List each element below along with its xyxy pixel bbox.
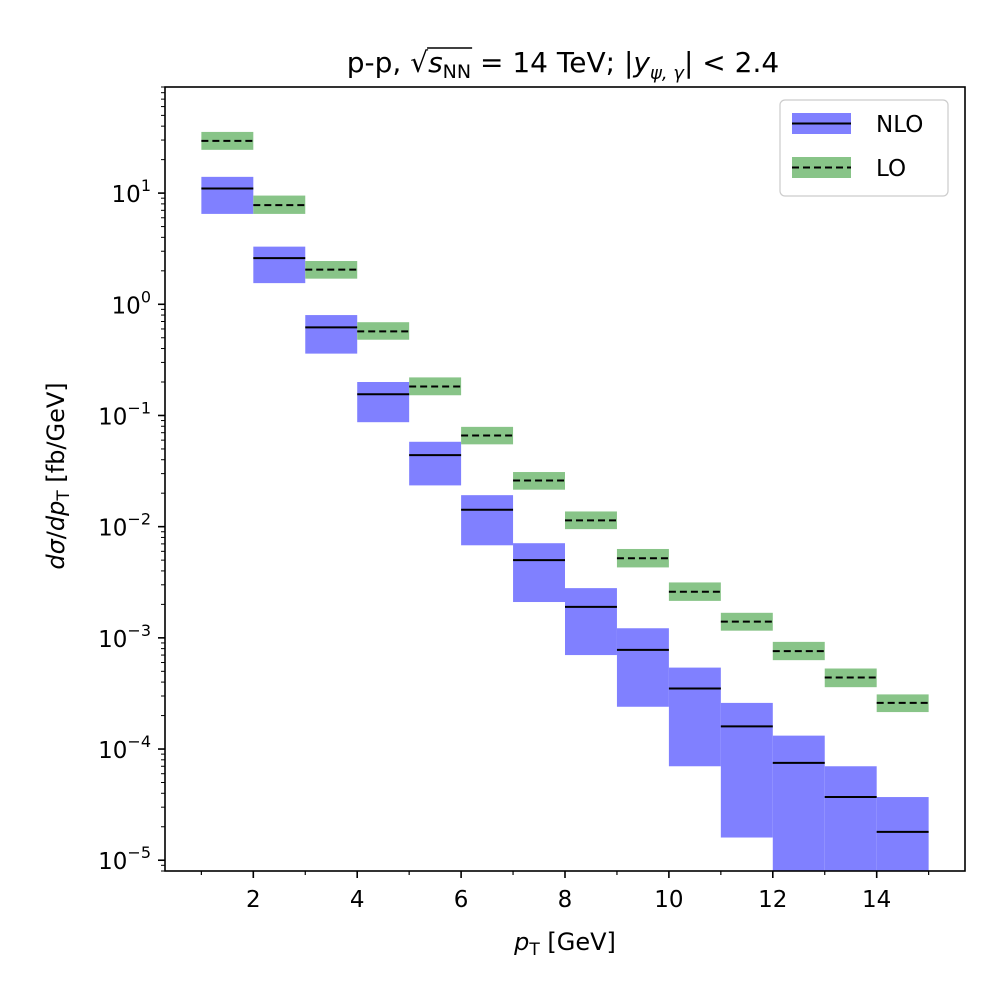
nlo-band-bin-13	[824, 766, 877, 871]
legend: NLO LO	[779, 99, 949, 197]
nlo-band-bin-6	[461, 495, 514, 546]
y-tick-label-1e-1: 10−1	[98, 398, 151, 430]
y-tick-label-1e-2: 10−2	[98, 510, 151, 542]
y-tick-label-1e0: 100	[112, 287, 151, 319]
nlo-band-bin-3	[305, 315, 358, 354]
sqrt-bar-anchor: s	[428, 46, 443, 79]
nlo-band-bin-10	[668, 667, 721, 767]
legend-nlo-label: NLO	[876, 112, 923, 138]
nlo-band-bin-8	[565, 588, 617, 656]
x-tick-label-6: 6	[454, 887, 469, 913]
legend-lo-patch	[792, 157, 851, 178]
sqrt-symbol: √	[410, 46, 428, 79]
nlo-band-bin-11	[720, 702, 773, 838]
x-tick-label-14: 14	[862, 887, 891, 913]
chart-title: p-p, √sNN = 14 TeV; |yψ, γ| < 2.4	[347, 46, 779, 84]
nlo-band-bin-4	[357, 382, 410, 423]
nlo-band-bin-1	[201, 176, 254, 214]
x-tick-label-12: 12	[758, 887, 787, 913]
y-tick-label-1e-5: 10−5	[98, 843, 151, 875]
y-tick-label-1e-3: 10−3	[98, 621, 151, 653]
x-tick-label-8: 8	[558, 887, 573, 913]
x-tick-label-2: 2	[246, 887, 261, 913]
bands-layer	[201, 131, 929, 871]
nlo-band-bin-9	[616, 628, 669, 707]
x-tick-label-10: 10	[654, 887, 683, 913]
nlo-band-bin-7	[513, 543, 565, 603]
nlo-band-bin-2	[253, 246, 306, 284]
nlo-band-bin-14	[876, 797, 929, 871]
legend-entry-lo: LO	[792, 156, 906, 182]
y-axis-title: dσ/dpT [fb/GeV]	[42, 382, 74, 569]
nlo-band-bin-12	[772, 735, 825, 871]
x-tick-label-4: 4	[350, 887, 365, 913]
nlo-band-bin-5	[409, 441, 462, 486]
ticks-layer: 2 4 6 8 10 12 14 101 100 10−1 10−2 10−3 10−4 10−5	[98, 86, 930, 913]
legend-lo-label: LO	[876, 156, 906, 182]
y-tick-label-1e1: 101	[112, 176, 151, 208]
central-lines-layer	[201, 139, 929, 833]
x-axis-title: pT [GeV]	[513, 928, 616, 960]
y-tick-label-1e-4: 10−4	[98, 732, 151, 764]
legend-entry-nlo: NLO	[792, 112, 923, 138]
